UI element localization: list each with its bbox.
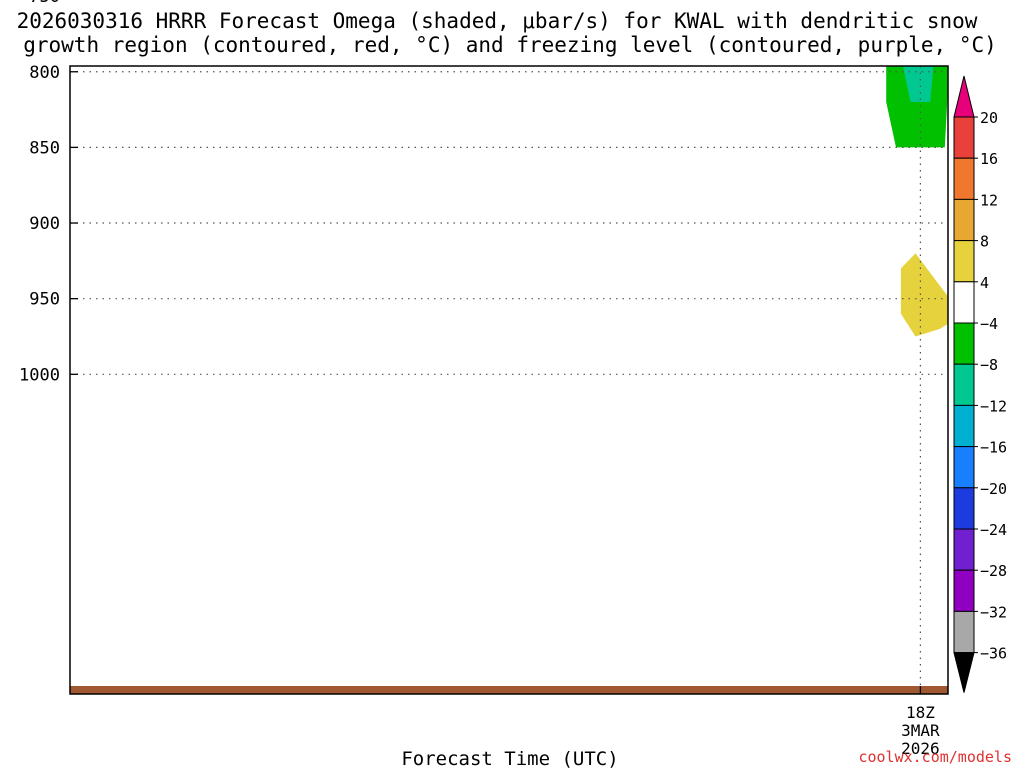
- colorbar-label-3: 8: [980, 233, 989, 251]
- colorbar-top-arrow: [953, 75, 975, 118]
- y-tick-label-800: 800: [29, 63, 60, 83]
- colorbar-swatch-12: [953, 610, 975, 654]
- colorbar-label-5: −4: [980, 315, 998, 333]
- colorbar-swatch-4: [953, 281, 975, 324]
- omega-region-10-rising: [900, 253, 948, 337]
- omega-shaded-regions: [886, 66, 1024, 337]
- colorbar-label-2: 12: [980, 191, 998, 209]
- colorbar-label-8: −16: [980, 439, 1007, 457]
- colorbar-label-11: −28: [980, 562, 1007, 580]
- x-tick-label-18-0: 18Z: [906, 703, 935, 722]
- x-axis-label: Forecast Time (UTC): [401, 748, 618, 768]
- colorbar-swatch-0: [953, 116, 975, 159]
- y-tick-label-950: 950: [29, 290, 60, 310]
- y-tick-label-850: 850: [29, 138, 60, 158]
- y-tick-label-750: 750: [29, 0, 60, 7]
- colorbar-label-0: 20: [980, 109, 998, 127]
- chart-title-line2: growth region (contoured, red, °C) and f…: [23, 33, 997, 57]
- omega-region-12-sinking: [1013, 147, 1024, 192]
- terrain-band: [70, 686, 948, 694]
- colorbar: 20 16 12 8 4 −4 −8 −12 −16 −20 −24 −28 −32 −36: [953, 75, 1007, 693]
- x-tick-label-18-1: 3MAR: [901, 721, 940, 740]
- colorbar-swatch-3: [953, 240, 975, 283]
- plot-border: [69, 65, 949, 695]
- colorbar-swatch-11: [953, 569, 975, 612]
- omega-region-8-sinking: [886, 66, 948, 148]
- chart-title-line1: 2026030316 HRRR Forecast Omega (shaded, …: [17, 9, 978, 33]
- omega-region-9-sinking: [902, 66, 934, 102]
- y-tick-label-900: 900: [29, 214, 60, 234]
- colorbar-swatch-5: [953, 322, 975, 365]
- terrain-ground: [70, 686, 948, 694]
- colorbar-bottom-arrow: [953, 652, 975, 693]
- credit-text: coolwx.com/models: [858, 748, 1012, 766]
- colorbar-label-10: −24: [980, 521, 1007, 539]
- plot-background: [70, 66, 948, 694]
- colorbar-label-13: −36: [980, 645, 1007, 663]
- colorbar-label-6: −8: [980, 356, 998, 374]
- grid-lines: [70, 66, 948, 694]
- colorbar-label-12: −32: [980, 603, 1007, 621]
- colorbar-swatch-7: [953, 404, 975, 448]
- colorbar-label-7: −12: [980, 397, 1007, 415]
- plot-area: -18-120-1200: [69, 65, 1024, 695]
- colorbar-swatch-6: [953, 363, 975, 406]
- y-axis-ticks: 2503003504004505005506006507007508008509…: [19, 0, 78, 385]
- colorbar-label-9: −20: [980, 480, 1007, 498]
- colorbar-swatch-1: [953, 157, 975, 200]
- x-axis-ticks: 18Z3MAR202621Z00Z4MAR03Z06Z09Z: [901, 686, 940, 758]
- y-tick-label-1000: 1000: [19, 365, 60, 385]
- colorbar-label-4: 4: [980, 274, 989, 292]
- colorbar-swatch-9: [953, 487, 975, 530]
- colorbar-swatch-8: [953, 446, 975, 489]
- colorbar-swatch-10: [953, 528, 975, 571]
- x-tick-label-18-2: 2026: [901, 739, 940, 758]
- colorbar-label-1: 16: [980, 150, 998, 168]
- colorbar-swatch-2: [953, 198, 975, 242]
